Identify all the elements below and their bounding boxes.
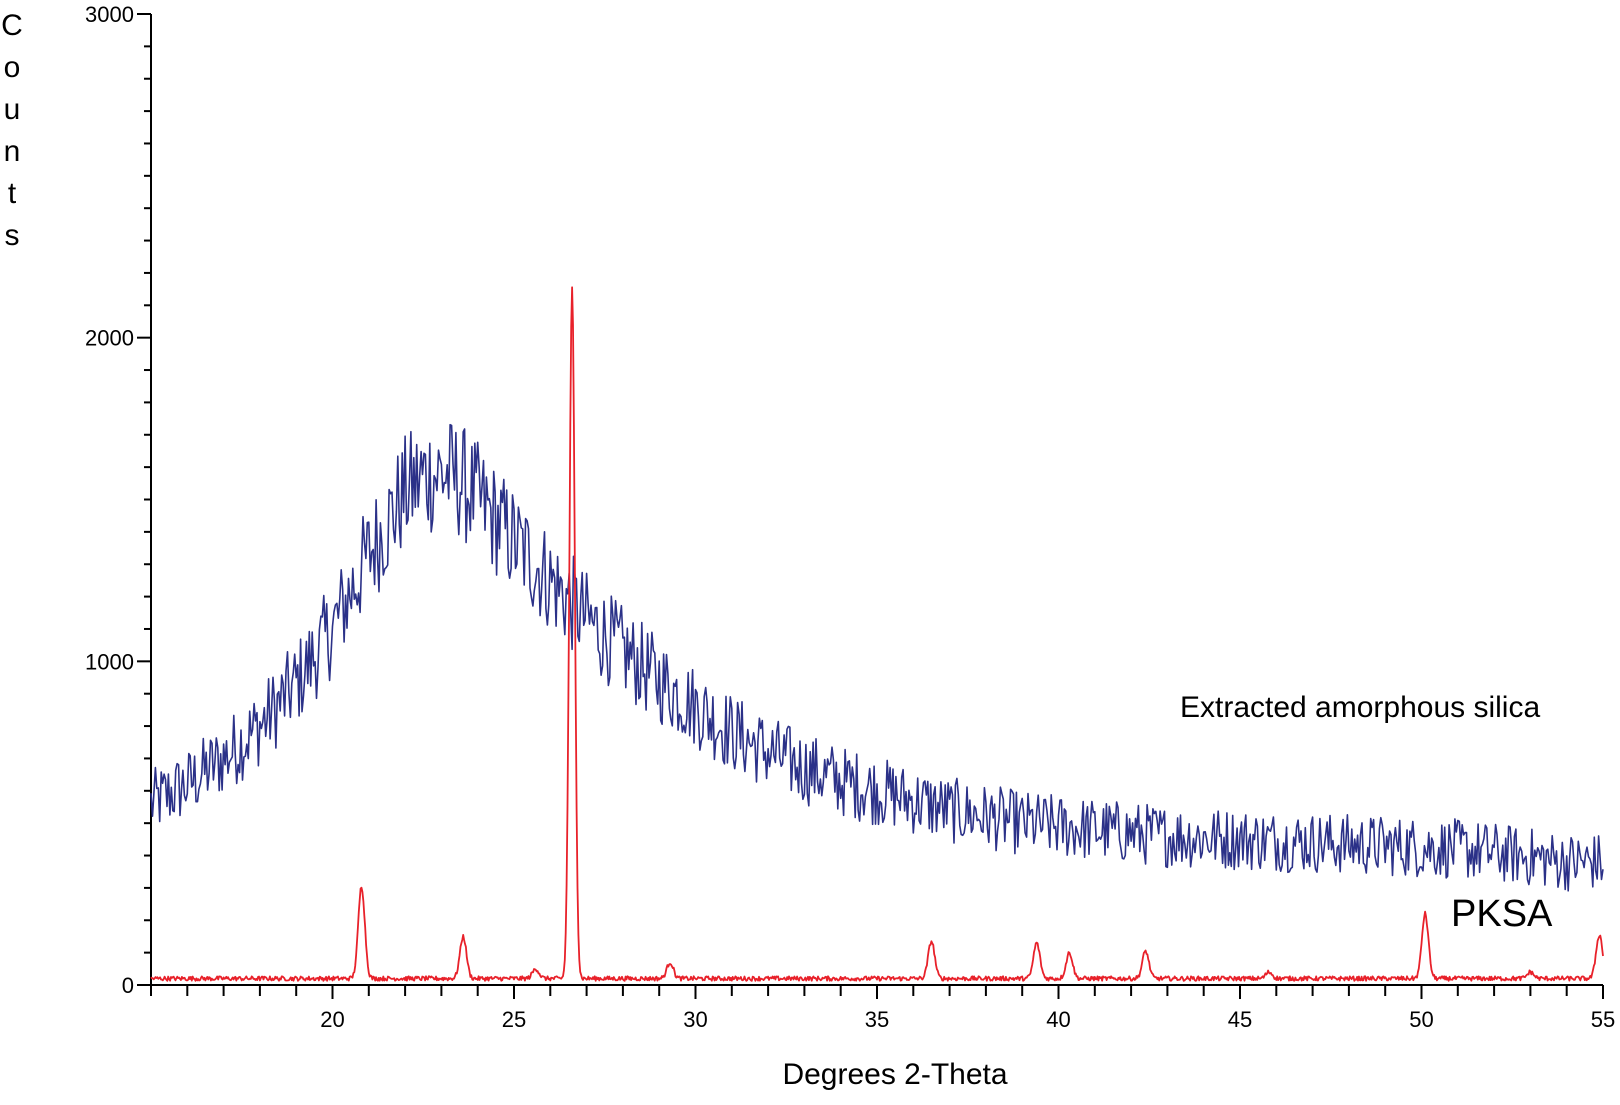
y-axis-title-char: n xyxy=(4,135,21,168)
y-axis-title-char: C xyxy=(1,9,23,42)
x-tick-label: 20 xyxy=(320,1007,344,1032)
series-extracted-amorphous-silica xyxy=(150,423,1604,892)
y-axis-title-char: u xyxy=(4,93,21,126)
x-tick-label: 55 xyxy=(1591,1007,1615,1032)
y-tick-label: 0 xyxy=(122,973,134,998)
series-pksa xyxy=(150,286,1604,982)
y-tick-label: 1000 xyxy=(85,649,134,674)
x-axis-title: Degrees 2-Theta xyxy=(782,1058,1007,1091)
x-tick-label: 40 xyxy=(1046,1007,1070,1032)
y-tick-label: 2000 xyxy=(85,326,134,351)
x-tick-label: 50 xyxy=(1409,1007,1433,1032)
annotations: Extracted amorphous silica PKSA xyxy=(1180,691,1553,935)
x-tick-label: 35 xyxy=(865,1007,889,1032)
y-axis-title-char: t xyxy=(8,177,17,210)
x-tick-label: 25 xyxy=(502,1007,526,1032)
annotation-extracted-amorphous-silica: Extracted amorphous silica xyxy=(1180,691,1540,724)
x-tick-label: 30 xyxy=(683,1007,707,1032)
y-tick-label: 3000 xyxy=(85,2,134,27)
y-axis-title-char: o xyxy=(4,51,21,84)
x-tick-label: 45 xyxy=(1228,1007,1252,1032)
axes: 0 1000 2000 3000 20 25 30 35 40 45 50 55 xyxy=(85,2,1615,1032)
series-layer xyxy=(150,286,1604,982)
y-axis-title-char: s xyxy=(5,219,20,252)
annotation-pksa: PKSA xyxy=(1451,893,1553,935)
